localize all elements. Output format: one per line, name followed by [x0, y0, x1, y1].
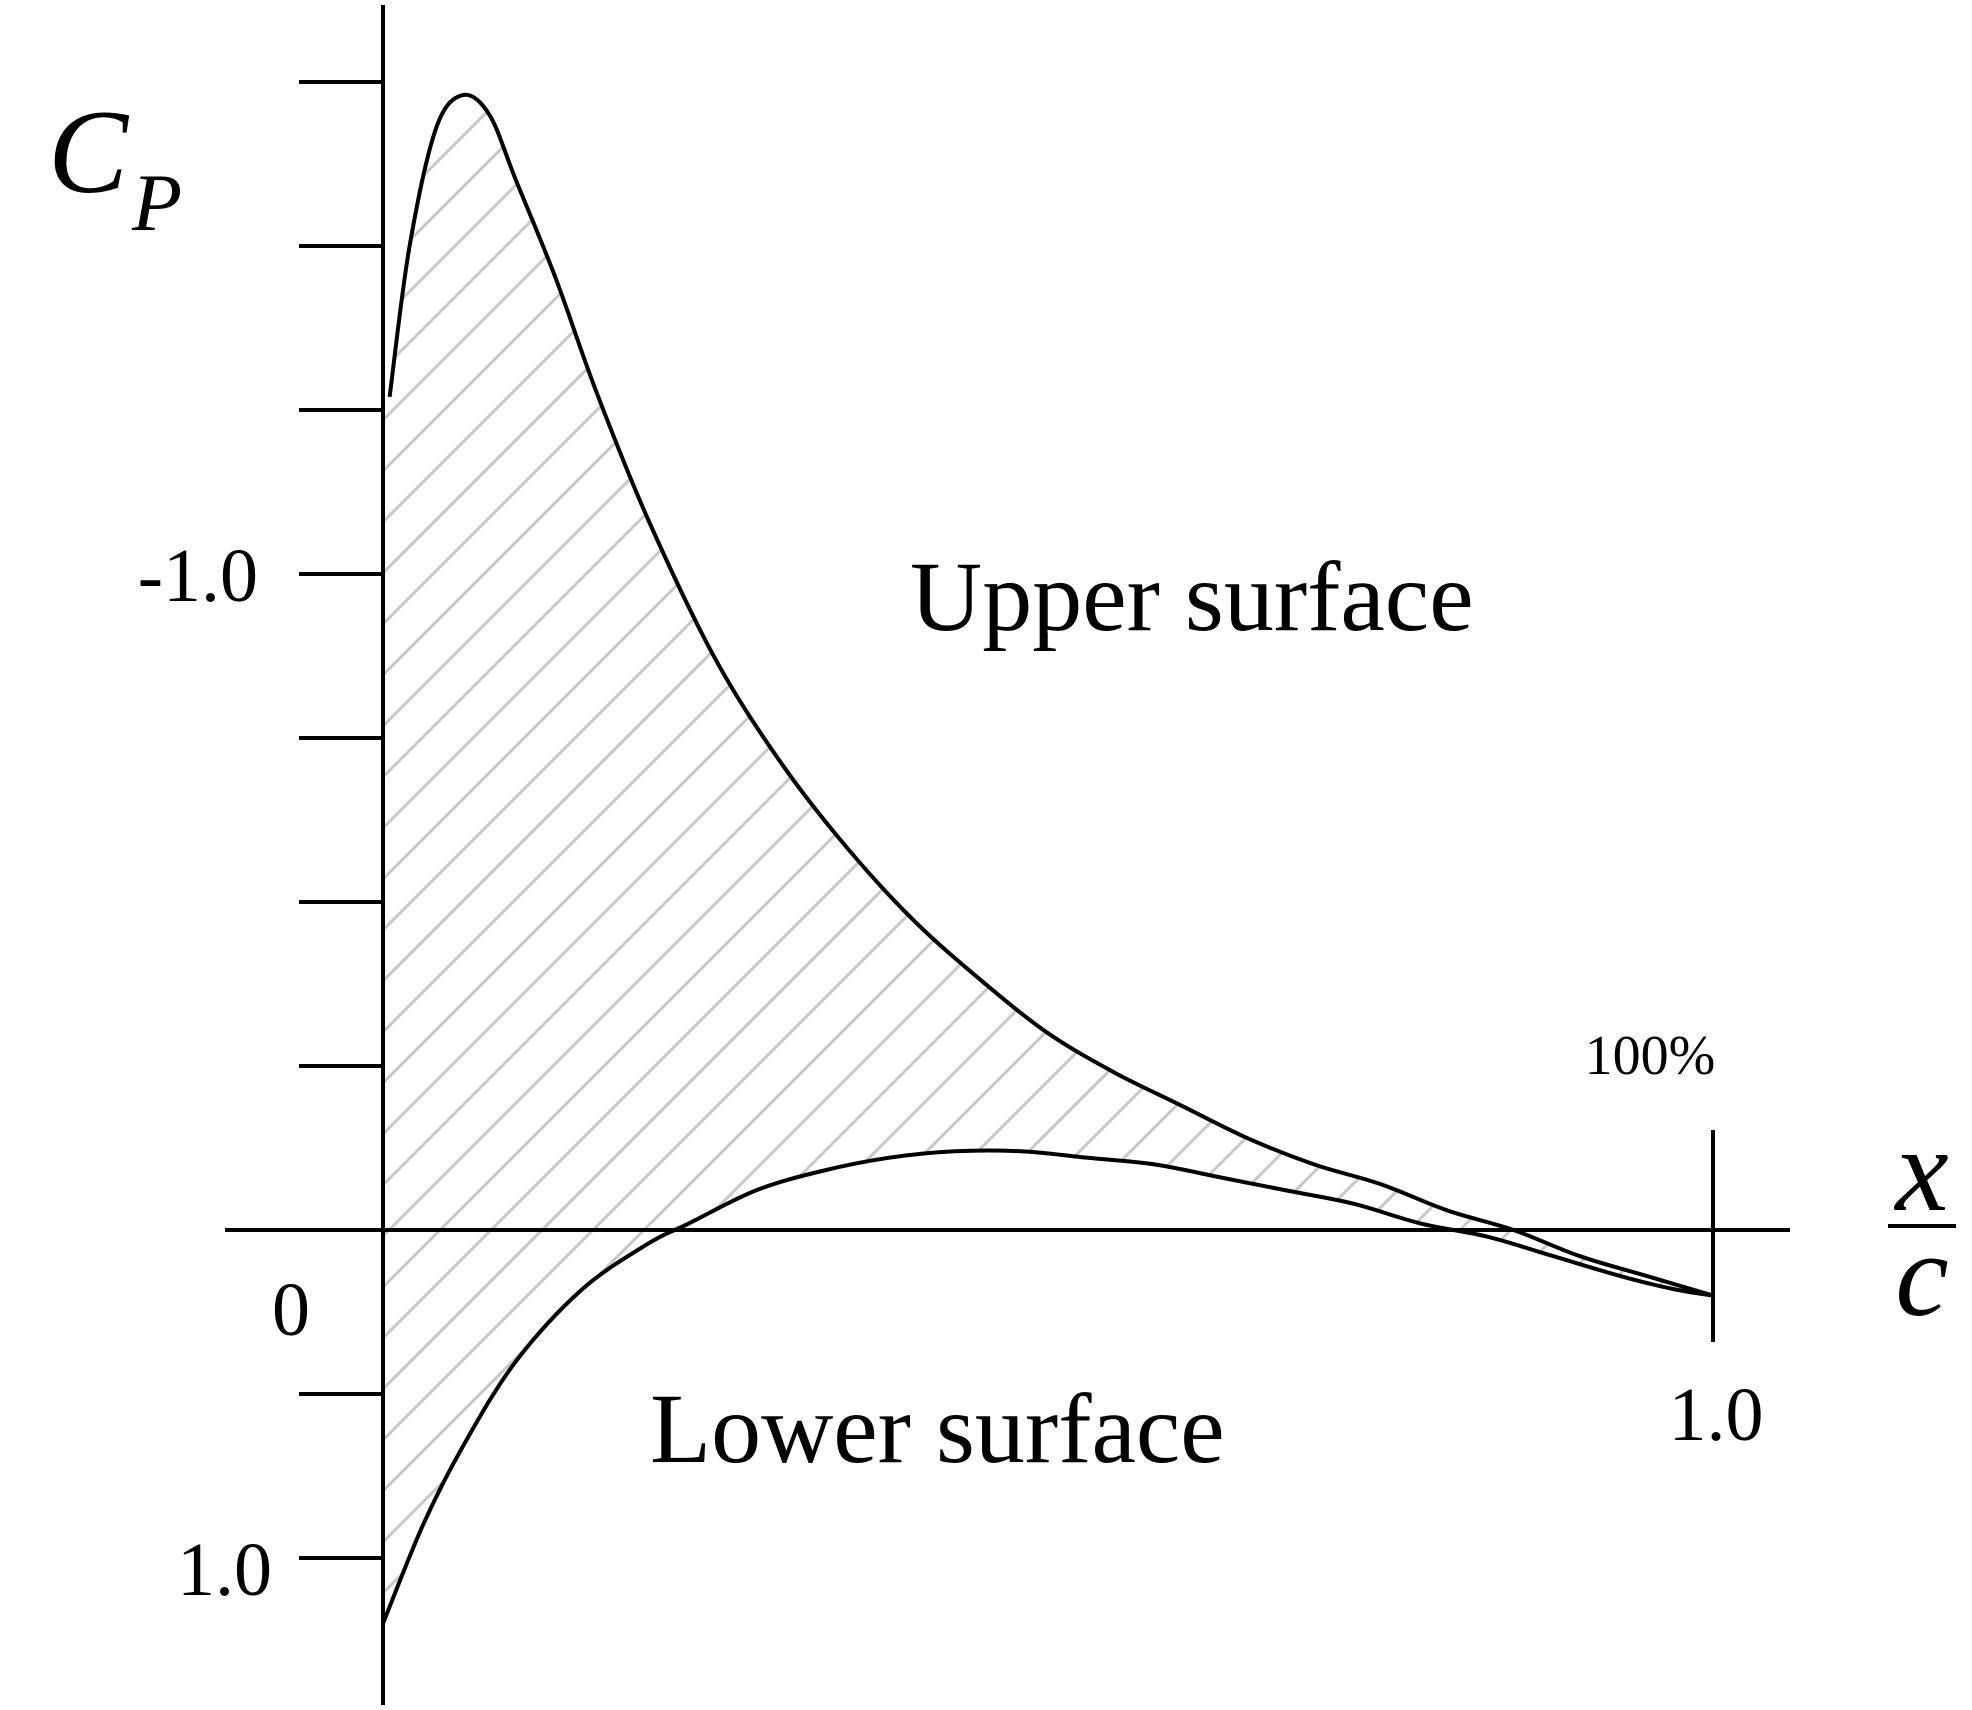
lower-surface-label: Lower surface [650, 1373, 1225, 1484]
hatch-line [0, 0, 293, 1710]
hatch-line [1949, 0, 1972, 1710]
y-tick-label-neg-one: -1.0 [138, 534, 258, 618]
hatch-line [1745, 0, 1972, 1710]
hatch-line [1184, 0, 1972, 1710]
y-axis-ticks [299, 82, 383, 1558]
y-tick-label-zero: 0 [272, 1268, 310, 1352]
hatch-line [0, 0, 446, 1710]
hatch-line [0, 0, 548, 1710]
x-tick-label-one: 1.0 [1669, 1373, 1764, 1457]
hatch-line [1286, 0, 1972, 1710]
hatch-line [0, 0, 752, 1710]
x-axis-label: x c [1888, 1103, 1956, 1341]
y-axis-label-subscript: P [131, 157, 182, 248]
hatch-line [0, 0, 395, 1710]
x-axis-label-denominator: c [1895, 1208, 1948, 1341]
hatch-line [1592, 0, 1972, 1710]
y-tick-label-one: 1.0 [177, 1528, 272, 1612]
hatch-line [0, 0, 701, 1710]
chord-end-label: 100% [1585, 1025, 1716, 1087]
hatch-line [1847, 0, 1972, 1710]
hatch-line [1337, 0, 1972, 1710]
upper-surface-curve [390, 95, 1713, 1296]
y-axis-label: CP [48, 85, 182, 248]
y-axis-label-main: C [48, 85, 130, 218]
hatch-line [1796, 0, 1972, 1710]
hatch-line [0, 0, 650, 1710]
hatch-line [1898, 0, 1972, 1710]
hatch-line [1133, 0, 1972, 1710]
hatch-line [0, 0, 344, 1710]
upper-surface-label: Upper surface [910, 541, 1474, 652]
hatch-line [1235, 0, 1972, 1710]
